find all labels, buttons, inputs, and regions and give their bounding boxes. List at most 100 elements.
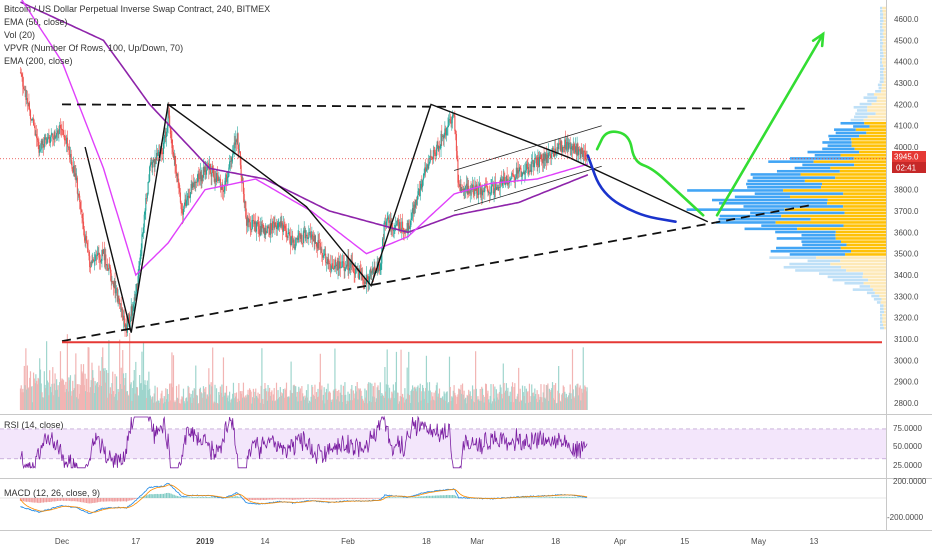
ascending-support-trendline[interactable] bbox=[61, 203, 815, 343]
rsi-label[interactable]: RSI (14, close) bbox=[4, 420, 64, 430]
candle-body bbox=[287, 232, 289, 238]
ema200-line bbox=[20, 1, 589, 234]
macd-histogram-bar bbox=[192, 496, 194, 498]
volume-bar bbox=[445, 392, 448, 410]
volume-bar bbox=[418, 402, 420, 410]
candle bbox=[457, 155, 459, 188]
volume-bar bbox=[396, 392, 398, 410]
channel-lower-line[interactable] bbox=[453, 165, 602, 212]
green-arrow-shaft[interactable] bbox=[715, 32, 825, 217]
zigzag-pattern[interactable] bbox=[84, 103, 709, 333]
candle bbox=[411, 212, 413, 221]
candle-body bbox=[289, 231, 291, 236]
candle-body bbox=[21, 74, 23, 77]
candle-body bbox=[242, 182, 244, 195]
candle-body bbox=[81, 210, 83, 218]
blue-projection-path[interactable] bbox=[586, 154, 677, 223]
macd-histogram-bar bbox=[125, 498, 128, 502]
candle-body bbox=[299, 233, 301, 235]
volume-bar bbox=[292, 385, 295, 410]
candle bbox=[202, 174, 204, 184]
volume-bar bbox=[400, 349, 402, 410]
candle bbox=[518, 163, 520, 178]
candle bbox=[34, 122, 36, 136]
candle bbox=[497, 183, 499, 191]
candle bbox=[268, 224, 270, 237]
volume-bar bbox=[339, 392, 341, 410]
volume-bar bbox=[326, 399, 328, 410]
candle-body bbox=[301, 234, 303, 243]
macd-histogram-bar bbox=[141, 496, 143, 498]
candle bbox=[86, 240, 88, 253]
candle bbox=[152, 157, 155, 163]
vp-row-down bbox=[882, 317, 886, 320]
volume-bar bbox=[237, 398, 239, 410]
candle bbox=[29, 101, 31, 116]
green-arrow-head[interactable] bbox=[811, 31, 825, 48]
macd-histogram-bar bbox=[75, 498, 77, 502]
trend-drawings[interactable] bbox=[0, 31, 886, 344]
volume-bar bbox=[491, 401, 494, 410]
candle-body bbox=[491, 184, 494, 186]
candle-body bbox=[221, 184, 223, 190]
volume-bar bbox=[378, 390, 381, 410]
candle-body bbox=[93, 260, 95, 262]
volume-bar bbox=[170, 383, 172, 410]
vp-row-down bbox=[839, 169, 886, 173]
volume-bar bbox=[449, 386, 451, 410]
vp-row-up bbox=[859, 102, 872, 106]
candle-body bbox=[580, 147, 582, 158]
macd-histogram-bar bbox=[295, 498, 297, 500]
volume-bar bbox=[448, 356, 451, 410]
candle-body bbox=[577, 143, 579, 155]
macd-histogram-bar bbox=[530, 497, 532, 498]
vp-row-up bbox=[801, 233, 836, 237]
candle-body bbox=[481, 188, 483, 196]
volume-bar bbox=[422, 387, 424, 410]
vp-row-up bbox=[750, 211, 845, 215]
legend-ema50[interactable]: EMA (50, close) bbox=[4, 17, 68, 27]
macd-histogram-bar bbox=[115, 498, 117, 502]
candle-body bbox=[195, 182, 197, 183]
volume-bar bbox=[229, 391, 231, 410]
candle bbox=[582, 144, 584, 164]
volume-bar bbox=[427, 402, 429, 410]
channel-upper-line[interactable] bbox=[453, 125, 602, 171]
macd-histogram-bar bbox=[544, 497, 546, 498]
macd-label[interactable]: MACD (12, 26, close, 9) bbox=[4, 488, 100, 498]
green-projection-path[interactable] bbox=[595, 130, 705, 217]
legend-ema200[interactable]: EMA (200, close) bbox=[4, 56, 73, 66]
volume-bar bbox=[580, 400, 582, 410]
candle bbox=[539, 152, 541, 159]
resistance-trendline[interactable] bbox=[61, 103, 745, 110]
candle-body bbox=[121, 309, 123, 311]
candle bbox=[491, 179, 493, 195]
volume-bar bbox=[561, 394, 563, 410]
candle-body bbox=[292, 239, 294, 243]
candle-body bbox=[104, 254, 106, 261]
candle bbox=[19, 66, 22, 74]
candle bbox=[246, 215, 248, 233]
legend-volume[interactable]: Vol (20) bbox=[4, 30, 35, 40]
candle-body bbox=[412, 208, 414, 214]
macd-histogram-bar bbox=[165, 492, 168, 498]
candle-body bbox=[55, 136, 57, 138]
candle bbox=[537, 149, 539, 175]
volume-bar bbox=[425, 388, 427, 410]
candle-body bbox=[42, 144, 45, 148]
candle bbox=[568, 138, 570, 152]
candle-body bbox=[136, 283, 138, 288]
candle bbox=[348, 259, 351, 274]
candle-body bbox=[488, 192, 491, 194]
candle bbox=[573, 141, 575, 154]
volume-bar bbox=[281, 395, 283, 410]
candle-body bbox=[239, 151, 241, 153]
volume-bar bbox=[24, 385, 26, 410]
candle-body bbox=[508, 182, 510, 184]
legend-vpvr[interactable]: VPVR (Number Of Rows, 100, Up/Down, 70) bbox=[4, 43, 183, 53]
volume-bar bbox=[178, 384, 180, 410]
vp-row-up bbox=[880, 48, 883, 51]
vp-row-up bbox=[734, 195, 790, 199]
macd-histogram-bar bbox=[86, 498, 88, 503]
